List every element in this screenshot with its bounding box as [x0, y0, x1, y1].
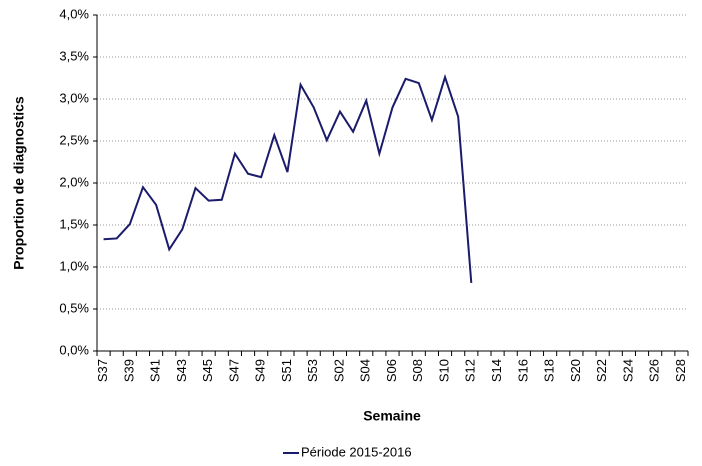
x-tick-label: S51 — [279, 359, 294, 382]
x-tick-label: S49 — [253, 359, 268, 382]
x-tick-label: S08 — [410, 359, 425, 382]
y-tick-label: 3,0% — [59, 90, 89, 105]
y-tick-label: 4,0% — [59, 6, 89, 21]
y-tick-label: 2,5% — [59, 132, 89, 147]
y-tick-label: 1,5% — [59, 216, 89, 231]
x-tick-label: S20 — [568, 359, 583, 382]
x-tick-label: S43 — [174, 359, 189, 382]
x-tick-label: S12 — [463, 359, 478, 382]
x-tick-label: S14 — [489, 359, 504, 382]
y-tick-label: 0,5% — [59, 300, 89, 315]
x-tick-label: S26 — [647, 359, 662, 382]
x-tick-label: S10 — [436, 359, 451, 382]
x-axis-label: Semaine — [363, 408, 421, 424]
x-tick-label: S18 — [542, 359, 557, 382]
x-tick-label: S24 — [620, 359, 635, 382]
x-tick-label: S39 — [121, 359, 136, 382]
x-tick-label: S16 — [515, 359, 530, 382]
x-tick-label: S53 — [305, 359, 320, 382]
x-tick-label: S28 — [673, 359, 688, 382]
x-tick-label: S37 — [95, 359, 110, 382]
y-axis-label: Proportion de diagnostics — [11, 96, 27, 270]
y-tick-label: 3,5% — [59, 48, 89, 63]
y-tick-label: 1,0% — [59, 258, 89, 273]
y-tick-label: 0,0% — [59, 342, 89, 357]
x-tick-label: S47 — [226, 359, 241, 382]
y-tick-label: 2,0% — [59, 174, 89, 189]
x-tick-label: S06 — [384, 359, 399, 382]
legend-label: Période 2015-2016 — [301, 444, 412, 459]
x-tick-label: S02 — [331, 359, 346, 382]
x-tick-label: S04 — [358, 359, 373, 382]
data-line — [103, 73, 473, 284]
x-tick-label: S41 — [148, 359, 163, 382]
x-tick-label: S22 — [594, 359, 609, 382]
x-tick-label: S45 — [200, 359, 215, 382]
